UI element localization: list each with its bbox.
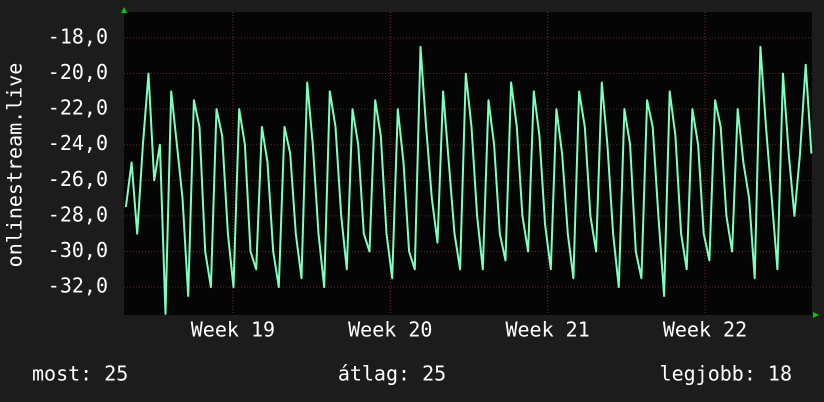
y-tick-label: -26,0 <box>48 167 108 191</box>
plot-area <box>124 12 812 315</box>
y-tick-label: -22,0 <box>48 96 108 120</box>
x-tick-label: Week 19 <box>191 318 275 342</box>
y-tick-label: -24,0 <box>48 131 108 155</box>
y-tick-label: -30,0 <box>48 238 108 262</box>
x-tick-label: Week 22 <box>663 318 747 342</box>
axis-arrow <box>813 312 819 318</box>
y-tick-label: -18,0 <box>48 24 108 48</box>
y-axis-label: onlinestream.live <box>3 63 27 268</box>
axis-arrow <box>121 7 127 13</box>
x-tick-label: Week 20 <box>348 318 432 342</box>
y-tick-label: -28,0 <box>48 202 108 226</box>
footer-best: legjobb: 18 <box>660 362 792 386</box>
x-tick-label: Week 21 <box>505 318 589 342</box>
data-line <box>124 45 813 315</box>
y-tick-label: -20,0 <box>48 60 108 84</box>
footer-current: most: 25 <box>32 362 128 386</box>
y-tick-label: -32,0 <box>48 274 108 298</box>
footer-average: átlag: 25 <box>338 362 446 386</box>
